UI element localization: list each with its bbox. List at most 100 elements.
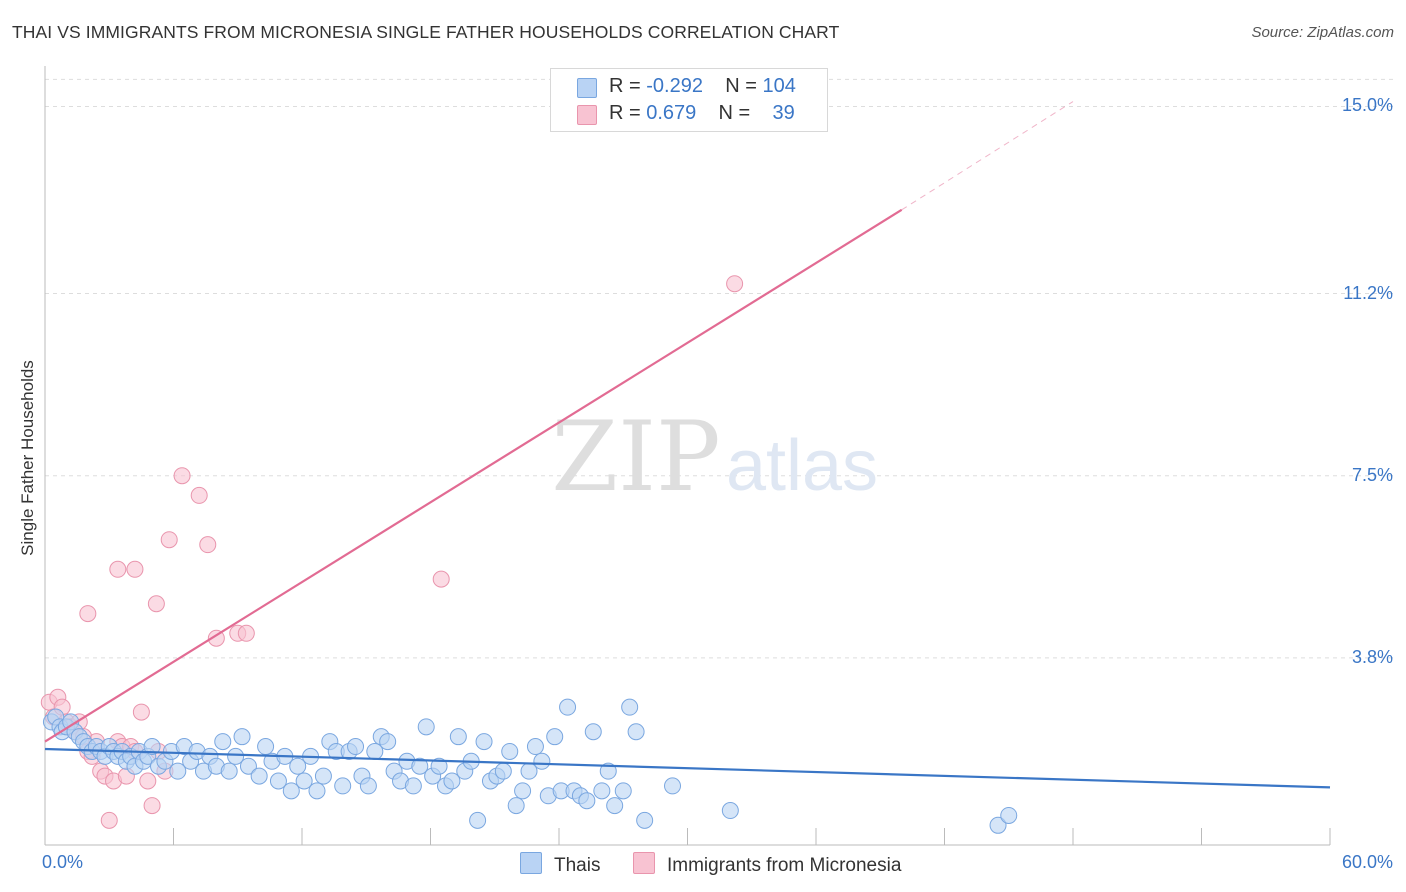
thai-point xyxy=(621,698,639,716)
thai-point xyxy=(411,757,429,775)
thai-point xyxy=(233,728,251,746)
thai-point xyxy=(514,782,532,800)
thai-point xyxy=(239,757,257,775)
thai-point xyxy=(469,811,487,829)
thai-point xyxy=(282,782,300,800)
thai-point xyxy=(721,802,739,820)
thai-point xyxy=(250,767,268,785)
y-axis-label: Single Father Households xyxy=(18,360,37,556)
thai-point xyxy=(636,811,654,829)
thai-point xyxy=(559,698,577,716)
thai-point xyxy=(308,782,326,800)
thai-legend-swatch xyxy=(520,852,542,874)
bottom-legend-micronesia-label: Immigrants from Micronesia xyxy=(667,855,902,876)
micronesia-point xyxy=(100,811,118,829)
micronesia-point xyxy=(147,595,165,613)
thai-swatch xyxy=(577,78,597,98)
micronesia-point xyxy=(199,536,217,554)
micronesia-point xyxy=(432,570,450,588)
micronesia-swatch xyxy=(577,105,597,125)
thai-point xyxy=(227,747,245,765)
micronesia-point xyxy=(109,560,127,578)
watermark-atlas: atlas xyxy=(726,426,878,506)
micronesia-point xyxy=(79,605,97,623)
thai-point xyxy=(430,757,448,775)
thai-point xyxy=(627,723,645,741)
thai-point xyxy=(526,738,544,756)
legend-r-value-thai: -0.292 xyxy=(646,75,703,97)
micronesia-point xyxy=(726,275,744,293)
thai-point xyxy=(257,738,275,756)
thai-point xyxy=(289,757,307,775)
micronesia-point xyxy=(237,624,255,642)
micronesia-point xyxy=(132,703,150,721)
micronesia-point xyxy=(139,772,157,790)
thai-trend-line xyxy=(44,747,1331,789)
thai-point xyxy=(404,777,422,795)
source-label: Source: ZipAtlas.com xyxy=(1251,24,1394,41)
legend-r-label: R = xyxy=(609,102,647,124)
micronesia-point xyxy=(207,629,225,647)
y-tick-label: 3.8% xyxy=(1351,646,1393,667)
correlation-legend: R = -0.292 N = 104 R = 0.679 N = 39 xyxy=(550,68,828,132)
bottom-legend-thai: Thais xyxy=(520,852,600,877)
thai-point xyxy=(1000,806,1018,824)
thai-point xyxy=(143,738,161,756)
legend-r-value-micronesia: 0.679 xyxy=(646,102,697,124)
legend-r-label: R = xyxy=(609,75,647,97)
micronesia-point xyxy=(126,560,144,578)
legend-n-label: N = xyxy=(718,102,756,124)
thai-point xyxy=(533,752,551,770)
y-tick-label: 7.5% xyxy=(1351,464,1393,485)
axes xyxy=(44,66,1331,846)
legend-n-value-micronesia: 39 xyxy=(772,102,795,124)
thai-point xyxy=(347,738,365,756)
thai-point xyxy=(169,762,187,780)
thai-point xyxy=(314,767,332,785)
thai-point xyxy=(359,777,377,795)
y-tick-label: 15.0% xyxy=(1341,95,1393,116)
thai-point xyxy=(475,733,493,751)
micronesia-trend-line xyxy=(44,208,903,743)
thai-point xyxy=(606,797,624,815)
x-tick-max: 60.0% xyxy=(1341,852,1393,872)
trend-lines xyxy=(44,101,1331,789)
grid-lines xyxy=(45,78,1395,659)
x-tick-min: 0.0% xyxy=(42,852,84,872)
legend-n-label: N = xyxy=(725,75,763,97)
micronesia-trend-extrapolation xyxy=(901,101,1074,211)
thai-point xyxy=(501,742,519,760)
thai-point xyxy=(614,782,632,800)
thai-points xyxy=(42,698,1018,834)
thai-point xyxy=(269,772,287,790)
thai-point xyxy=(664,777,682,795)
y-tick-label: 11.2% xyxy=(1343,282,1393,303)
thai-point xyxy=(443,772,461,790)
watermark-zip: ZIP xyxy=(551,401,720,513)
watermark: ZIP atlas xyxy=(551,401,878,513)
micronesia-point xyxy=(143,797,161,815)
thai-point xyxy=(599,762,617,780)
thai-point xyxy=(593,782,611,800)
thai-point xyxy=(546,728,564,746)
thai-point xyxy=(507,797,525,815)
thai-point xyxy=(578,792,596,810)
micronesia-point xyxy=(173,467,191,485)
thai-point xyxy=(379,733,397,751)
thai-point xyxy=(989,816,1007,834)
thai-point xyxy=(220,762,238,780)
thai-point xyxy=(214,733,232,751)
thai-point xyxy=(494,762,512,780)
thai-point xyxy=(584,723,602,741)
thai-point xyxy=(334,777,352,795)
bottom-legend-thai-label: Thais xyxy=(554,855,601,876)
micronesia-point xyxy=(190,486,208,504)
legend-n-value-thai: 104 xyxy=(762,75,796,97)
thai-point xyxy=(449,728,467,746)
bottom-legend-micronesia: Immigrants from Micronesia xyxy=(633,852,901,877)
chart-title: THAI VS IMMIGRANTS FROM MICRONESIA SINGL… xyxy=(12,22,840,42)
thai-point xyxy=(295,772,313,790)
thai-point xyxy=(417,718,435,736)
micronesia-legend-swatch xyxy=(633,852,655,874)
